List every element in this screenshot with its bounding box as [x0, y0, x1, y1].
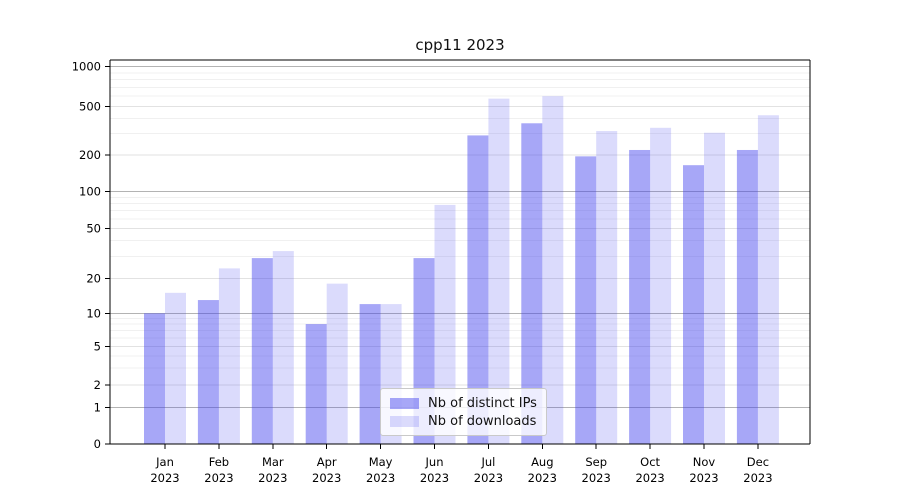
y-tick-label: 1000 [72, 60, 101, 74]
x-tick-label-year: 2023 [420, 471, 449, 485]
y-tick-label: 10 [86, 306, 101, 320]
x-tick-label-month: Aug [531, 455, 553, 469]
x-tick-label-month: Sep [585, 455, 607, 469]
bar-distinct-ips-dec [736, 149, 758, 444]
x-tick-label-month: Jan [155, 455, 174, 469]
legend-label-distinct-ips: Nb of distinct IPs [428, 395, 537, 411]
y-tick-label: 500 [79, 100, 101, 114]
x-tick-label-month: Feb [209, 455, 229, 469]
bar-downloads-feb [218, 268, 240, 444]
bar-distinct-ips-nov [683, 165, 704, 445]
bar-downloads-apr [326, 283, 348, 444]
bar-downloads-jun [434, 204, 456, 444]
legend-item: Nb of distinct IPs [390, 396, 537, 411]
legend-item: Nb of downloads [390, 414, 537, 429]
legend: Nb of distinct IPs Nb of downloads [380, 388, 547, 436]
y-tick-label: 20 [86, 271, 101, 285]
bar-downloads-jul [488, 98, 510, 444]
x-tick-label-year: 2023 [743, 471, 772, 485]
chart-title: cpp11 2023 [415, 36, 505, 54]
bar-downloads-oct [650, 127, 672, 445]
bar-distinct-ips-may [359, 304, 381, 444]
y-tick-label: 1 [94, 400, 101, 414]
x-tick-label-year: 2023 [582, 471, 611, 485]
bar-downloads-nov [704, 132, 725, 444]
legend-swatch-downloads-icon [390, 415, 419, 427]
x-tick-label-month: Dec [747, 455, 769, 469]
bar-distinct-ips-oct [629, 149, 651, 444]
bar-downloads-sep [596, 131, 618, 444]
x-tick-label-month: Nov [693, 455, 716, 469]
y-tick-label: 200 [79, 148, 101, 162]
y-tick-label: 0 [94, 437, 101, 451]
bar-downloads-aug [542, 96, 564, 445]
y-tick-label: 5 [94, 340, 101, 354]
bar-distinct-ips-jan [144, 313, 165, 444]
x-tick-label-month: Apr [317, 455, 337, 469]
x-tick-label-month: Mar [262, 455, 284, 469]
legend-swatch-distinct-ips-icon [390, 397, 419, 409]
x-tick-label-year: 2023 [474, 471, 503, 485]
bar-distinct-ips-feb [197, 300, 219, 444]
x-tick-label-month: Jun [425, 455, 444, 469]
x-tick-label-month: Jul [480, 455, 495, 469]
x-tick-label-year: 2023 [366, 471, 395, 485]
x-tick-label-month: Oct [640, 455, 660, 469]
bar-distinct-ips-apr [305, 324, 327, 444]
bar-distinct-ips-aug [521, 123, 543, 445]
bar-downloads-dec [757, 115, 779, 444]
x-tick-label-year: 2023 [150, 471, 179, 485]
legend-label-downloads: Nb of downloads [428, 413, 537, 429]
x-tick-label-year: 2023 [528, 471, 557, 485]
x-tick-label-year: 2023 [204, 471, 233, 485]
x-tick-label-year: 2023 [689, 471, 718, 485]
bar-distinct-ips-sep [575, 156, 597, 444]
x-tick-label-year: 2023 [312, 471, 341, 485]
y-tick-label: 50 [86, 222, 101, 236]
x-tick-label-year: 2023 [258, 471, 287, 485]
y-tick-label: 2 [94, 378, 101, 392]
bar-downloads-jan [165, 292, 186, 444]
x-tick-label-year: 2023 [635, 471, 664, 485]
bar-distinct-ips-mar [251, 258, 273, 444]
bar-distinct-ips-jul [467, 135, 489, 444]
x-tick-label-month: May [369, 455, 393, 469]
bar-downloads-mar [272, 251, 294, 444]
y-tick-label: 100 [79, 185, 101, 199]
